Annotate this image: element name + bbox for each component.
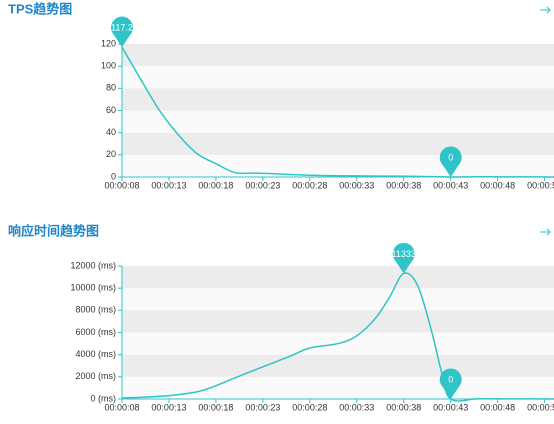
- x-tick-label: 00:00:18: [198, 402, 233, 412]
- x-tick-label: 00:00:53: [527, 180, 554, 190]
- data-line: [121, 272, 554, 402]
- grid-band: [122, 44, 554, 67]
- y-tick-label: 0: [111, 171, 116, 181]
- y-tick-label: 4000 (ms): [75, 349, 116, 359]
- x-tick-label: 00:00:48: [480, 402, 515, 412]
- y-tick-label: 40: [106, 127, 116, 137]
- y-tick-label: 80: [106, 83, 116, 93]
- marker-label: 11333: [392, 249, 416, 259]
- marker-pin: [111, 16, 133, 48]
- y-tick-label: 8000 (ms): [75, 305, 116, 315]
- data-line: [121, 46, 554, 178]
- marker-label: 117.2: [111, 22, 133, 32]
- y-tick-label: 2000 (ms): [75, 371, 116, 381]
- x-tick-label: 00:00:18: [198, 180, 233, 190]
- grid-band: [122, 88, 554, 111]
- x-tick-label: 00:00:08: [104, 180, 139, 190]
- y-tick-label: 10000 (ms): [70, 283, 116, 293]
- grid-band: [122, 354, 554, 377]
- x-tick-label: 00:00:23: [245, 402, 280, 412]
- x-tick-label: 00:00:23: [245, 180, 280, 190]
- x-tick-label: 00:00:28: [292, 402, 327, 412]
- x-tick-label: 00:00:13: [151, 180, 186, 190]
- chart-title: 响应时间趋势图: [8, 223, 99, 238]
- grid-band: [122, 110, 554, 133]
- y-tick-label: 120: [101, 38, 116, 48]
- grid-band: [122, 288, 554, 311]
- x-tick-label: 00:00:53: [527, 402, 554, 412]
- grid-band: [122, 154, 554, 177]
- icon: [540, 228, 551, 236]
- marker-pin: [392, 242, 415, 274]
- marker-pin: [439, 146, 462, 177]
- y-tick-label: 0 (ms): [91, 393, 117, 403]
- grid-band: [122, 66, 554, 89]
- x-tick-label: 00:00:48: [480, 180, 515, 190]
- y-tick-label: 6000 (ms): [75, 327, 116, 337]
- grid-band: [122, 376, 554, 399]
- x-tick-label: 00:00:33: [339, 402, 374, 412]
- y-tick-label: 60: [106, 105, 116, 115]
- marker-pin: [439, 368, 462, 399]
- chart-title: TPS趋势图: [8, 1, 72, 16]
- y-tick-label: 20: [106, 149, 116, 159]
- y-tick-label: 100: [101, 61, 116, 71]
- x-tick-label: 00:00:43: [433, 402, 468, 412]
- grid-band: [122, 266, 554, 289]
- y-tick-label: 12000 (ms): [70, 260, 116, 270]
- x-tick-label: 00:00:08: [104, 402, 139, 412]
- marker-label: 0: [448, 152, 453, 162]
- x-tick-label: 00:00:38: [386, 180, 421, 190]
- marker-label: 0: [448, 374, 453, 384]
- grid-band: [122, 310, 554, 333]
- icon: [540, 6, 551, 14]
- x-tick-label: 00:00:38: [386, 402, 421, 412]
- x-tick-label: 00:00:33: [339, 180, 374, 190]
- x-tick-label: 00:00:43: [433, 180, 468, 190]
- x-tick-label: 00:00:28: [292, 180, 327, 190]
- x-tick-label: 00:00:13: [151, 402, 186, 412]
